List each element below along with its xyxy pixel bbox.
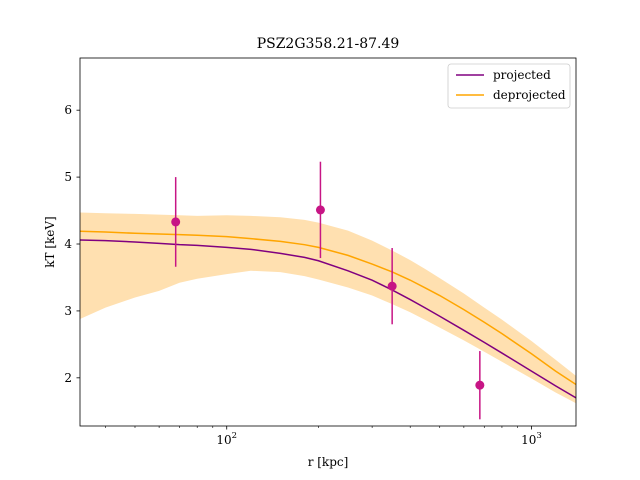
chart-title: PSZ2G358.21-87.49	[257, 36, 400, 52]
data-point	[171, 217, 181, 227]
y-tick-label: 5	[64, 170, 72, 184]
legend: projected deprojected	[447, 63, 571, 109]
plot-area	[80, 161, 576, 420]
y-axis: 2 3 4 5 6	[64, 103, 80, 385]
x-tick-label: 103	[521, 431, 542, 447]
data-point	[315, 205, 325, 215]
data-point	[387, 281, 397, 291]
legend-label-projected: projected	[493, 68, 551, 82]
x-axis: 102 103	[105, 426, 542, 447]
legend-label-deprojected: deprojected	[493, 88, 566, 102]
y-tick-label: 3	[64, 304, 72, 318]
series-line-deprojected	[80, 230, 576, 386]
plot-frame	[79, 57, 577, 427]
series-line-projected	[80, 239, 576, 399]
y-tick-label: 4	[64, 237, 72, 251]
y-tick-label: 6	[64, 103, 72, 117]
deprojected-band	[80, 212, 576, 404]
x-tick-label: 102	[216, 431, 237, 447]
y-axis-label: kT [keV]	[43, 216, 57, 268]
data-point	[475, 380, 485, 390]
x-axis-label: r [kpc]	[308, 455, 349, 469]
y-tick-label: 2	[64, 371, 72, 385]
